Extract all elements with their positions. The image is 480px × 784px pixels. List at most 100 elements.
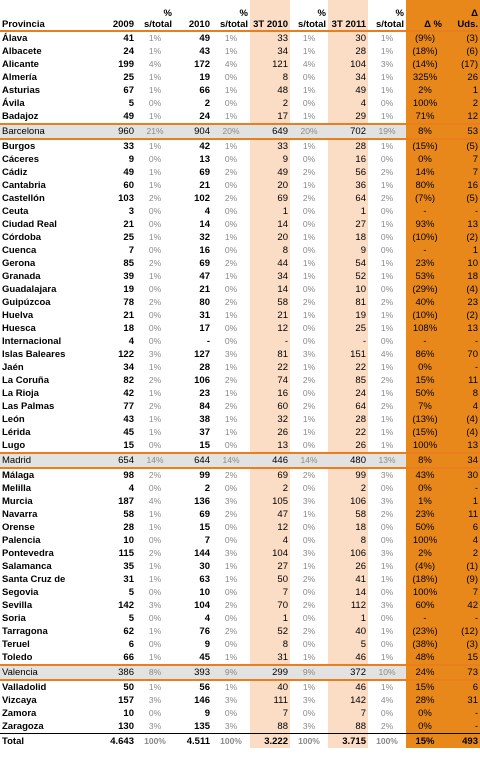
cell-2010: 32 xyxy=(199,232,210,243)
cell-2009: 199 xyxy=(118,59,134,70)
table-row: Cuenca 7 0% 16 0% 8 0% 9 0% -1 xyxy=(0,244,480,257)
cell-pct-2009: 0% xyxy=(148,708,162,718)
cell-provincia: Valencia xyxy=(0,664,96,681)
table-row: Islas Baleares 122 3% 127 3% 81 3% 151 4% 86% 70 xyxy=(0,348,480,361)
cell-delta-uds: 8 xyxy=(444,387,480,400)
cell-pct-3t-2011: 2% xyxy=(380,193,394,203)
header-pct-3t-2011: % s/total xyxy=(368,0,406,32)
cell-pct-3t-2011: 2% xyxy=(380,375,394,385)
table-row: Orense 28 1% 15 0% 12 0% 18 0% 50% 6 xyxy=(0,521,480,534)
cell-delta-uds: 1 xyxy=(444,84,480,97)
cell-delta-uds: 493 xyxy=(444,733,480,748)
cell-pct-3t-2010: 0% xyxy=(302,587,316,597)
cell-3t-2010: 7 xyxy=(250,707,290,720)
cell-delta-uds: (5) xyxy=(444,192,480,205)
cell-2010: 30 xyxy=(199,561,210,572)
cell-provincia: La Coruña xyxy=(2,375,49,386)
cell-3t-2011: 85 xyxy=(328,374,368,387)
cell-provincia: Guadalajara xyxy=(2,284,57,295)
cell-pct-2009: 2% xyxy=(148,470,162,480)
cell-3t-2010: 8 xyxy=(250,244,290,257)
cell-pct-2010: 2% xyxy=(224,470,238,480)
cell-provincia: Cáceres xyxy=(2,154,39,165)
table-row: Pontevedra 115 2% 144 3% 104 3% 106 3% 2% 2 xyxy=(0,547,480,560)
cell-pct-3t-2011: 0% xyxy=(380,98,394,108)
cell-2010: 66 xyxy=(199,85,210,96)
cell-pct-2010: 100% xyxy=(212,733,250,748)
cell-provincia: Toledo xyxy=(2,652,33,663)
cell-3t-2010: 12 xyxy=(250,521,290,534)
cell-delta-pct: 0% xyxy=(406,153,444,166)
cell-pct-3t-2010: 9% xyxy=(290,664,328,681)
cell-3t-2011: 34 xyxy=(328,71,368,84)
cell-pct-2009: 0% xyxy=(148,535,162,545)
cell-3t-2010: 9 xyxy=(250,153,290,166)
cell-pct-2010: 0% xyxy=(224,323,238,333)
table-row: Toledo 66 1% 45 1% 31 1% 46 1% 48% 15 xyxy=(0,651,480,665)
cell-3t-2011: 106 xyxy=(328,547,368,560)
table-row: Guipúzcoa 78 2% 80 2% 58 2% 81 2% 40% 23 xyxy=(0,296,480,309)
cell-pct-3t-2010: 0% xyxy=(302,206,316,216)
cell-pct-2009: 2% xyxy=(148,193,162,203)
cell-pct-3t-2010: 2% xyxy=(302,167,316,177)
cell-pct-2010: 0% xyxy=(224,284,238,294)
cell-pct-3t-2010: 3% xyxy=(302,496,316,506)
cell-2009: 4 xyxy=(128,483,134,494)
cell-2010: 15 xyxy=(199,522,210,533)
cell-3t-2010: 1 xyxy=(250,612,290,625)
cell-pct-2010: 3% xyxy=(224,349,238,359)
cell-provincia: Santa Cruz de xyxy=(2,574,66,585)
cell-pct-2010: 0% xyxy=(224,639,238,649)
summary-row: Valencia 386 8% 393 9% 299 9% 372 10% 24% 73 xyxy=(0,664,480,681)
cell-pct-2009: 2% xyxy=(148,297,162,307)
table-row: Vizcaya 157 3% 146 3% 111 3% 142 4% 28% 31 xyxy=(0,694,480,707)
cell-pct-2009: 0% xyxy=(148,284,162,294)
cell-provincia: Salamanca xyxy=(2,561,52,572)
cell-2009: 42 xyxy=(123,388,134,399)
cell-delta-pct: 50% xyxy=(406,521,444,534)
cell-3t-2011: 480 xyxy=(328,452,368,469)
cell-pct-3t-2011: 10% xyxy=(368,664,406,681)
cell-pct-3t-2010: 0% xyxy=(302,336,316,346)
cell-pct-3t-2011: 4% xyxy=(380,695,394,705)
table-row: Teruel 6 0% 9 0% 8 0% 5 0% (38%) (3) xyxy=(0,638,480,651)
cell-pct-3t-2011: 0% xyxy=(380,522,394,532)
cell-3t-2011: 28 xyxy=(328,45,368,58)
cell-pct-2009: 0% xyxy=(148,154,162,164)
cell-pct-2009: 4% xyxy=(148,59,162,69)
cell-pct-3t-2010: 1% xyxy=(302,85,316,95)
table-row: Huesca 18 0% 17 0% 12 0% 25 1% 108% 13 xyxy=(0,322,480,335)
cell-pct-2010: 0% xyxy=(224,708,238,718)
cell-pct-2009: 1% xyxy=(148,111,162,121)
cell-2010: 7 xyxy=(204,535,210,546)
cell-pct-2010: 0% xyxy=(224,206,238,216)
cell-3t-2010: 105 xyxy=(250,495,290,508)
cell-3t-2010: 58 xyxy=(250,296,290,309)
cell-pct-2009: 2% xyxy=(148,548,162,558)
cell-pct-3t-2011: 2% xyxy=(380,297,394,307)
cell-delta-uds: (5) xyxy=(444,139,480,153)
cell-pct-3t-2010: 2% xyxy=(302,470,316,480)
cell-2010: 38 xyxy=(199,414,210,425)
cell-delta-uds: 30 xyxy=(444,468,480,482)
cell-2009: 142 xyxy=(118,600,134,611)
table-row: Jaén 34 1% 28 1% 22 1% 22 1% 0% - xyxy=(0,361,480,374)
cell-pct-2010: 0% xyxy=(224,613,238,623)
cell-provincia: Cantabria xyxy=(2,180,46,191)
cell-3t-2011: 7 xyxy=(328,707,368,720)
cell-pct-3t-2011: 1% xyxy=(380,85,394,95)
cell-3t-2010: 20 xyxy=(250,179,290,192)
cell-3t-2011: 24 xyxy=(328,387,368,400)
cell-3t-2011: 4 xyxy=(328,97,368,110)
cell-delta-uds: (9) xyxy=(444,573,480,586)
cell-provincia: Ceuta xyxy=(2,206,29,217)
cell-delta-pct: 0% xyxy=(406,361,444,374)
cell-pct-3t-2010: 2% xyxy=(302,193,316,203)
cell-2009: 43 xyxy=(123,414,134,425)
cell-2009: 60 xyxy=(123,180,134,191)
cell-delta-uds: 73 xyxy=(444,664,480,681)
cell-2009: 78 xyxy=(123,297,134,308)
cell-3t-2010: 20 xyxy=(250,231,290,244)
cell-pct-3t-2011: 1% xyxy=(380,33,394,43)
cell-2009: 122 xyxy=(118,349,134,360)
